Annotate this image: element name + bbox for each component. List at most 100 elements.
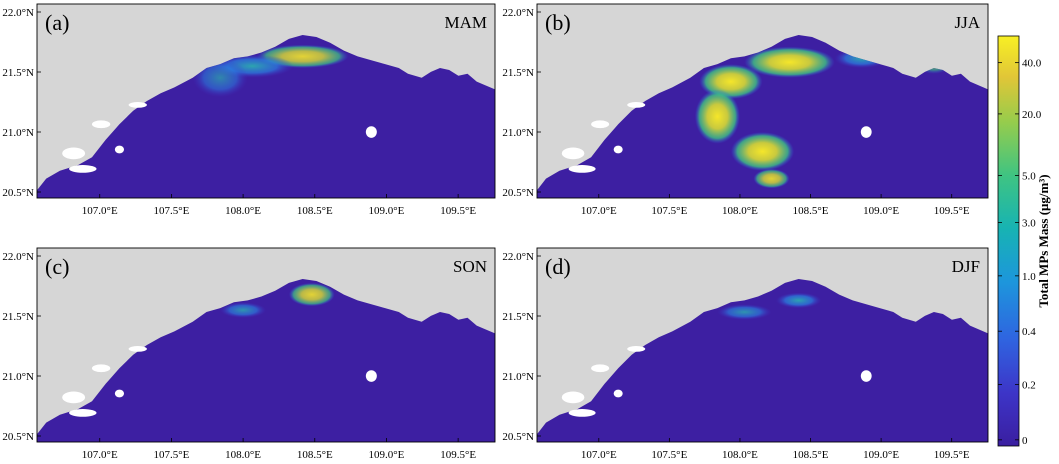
island: [627, 345, 646, 352]
lon-tick-label: 108.5°E: [297, 449, 333, 461]
panel-label: (a): [45, 10, 69, 35]
island: [561, 391, 585, 404]
island: [91, 120, 111, 129]
lat-tick-label: 21.5°N: [502, 67, 534, 79]
island: [69, 165, 97, 173]
lon-tick-label: 109.5°E: [440, 449, 476, 461]
lon-tick-label: 108.0°E: [722, 449, 758, 461]
lon-tick-label: 107.5°E: [651, 449, 687, 461]
colorbar-tick-label: 40.0: [1022, 58, 1042, 70]
lon-tick-label: 107.0°E: [82, 205, 118, 217]
lon-tick-label: 107.5°E: [153, 449, 189, 461]
island: [860, 126, 872, 138]
concentration-plume: [753, 168, 790, 189]
island: [69, 409, 97, 417]
colorbar-tick-label: 0.4: [1022, 326, 1036, 338]
sea-area: [537, 35, 988, 198]
island: [591, 120, 610, 129]
colorbar-tick-label: 0: [1022, 435, 1028, 447]
lon-tick-label: 108.5°E: [793, 449, 829, 461]
island: [365, 370, 377, 382]
island: [91, 364, 111, 373]
colorbar-ticks: 40.0 20.0 5.0 3.0 1.0 0.4 0.2 0: [998, 58, 1042, 447]
lon-tick-label: 108.5°E: [297, 205, 333, 217]
lon-tick-label: 107.0°E: [581, 449, 617, 461]
lat-tick-label: 22.0°N: [2, 7, 34, 19]
island: [114, 145, 125, 154]
lon-tick-label: 109.0°E: [369, 205, 405, 217]
sea-area: [37, 279, 495, 442]
lat-tick-label: 20.5°N: [2, 431, 34, 443]
map-panel-c: (c) SON 22.0°N 21.5°N 21.0°N 20.5°N 107.0°E 107…: [2, 247, 496, 461]
lon-tick-label: 109.0°E: [369, 449, 405, 461]
island: [860, 370, 872, 382]
lat-tick-label: 21.0°N: [2, 127, 34, 139]
colorbar-bar: [997, 35, 1020, 447]
sea-area: [37, 35, 495, 198]
season-label: JJA: [954, 13, 980, 32]
panel-label: (c): [45, 254, 69, 279]
lon-tick-label: 109.5°E: [934, 205, 970, 217]
map-panel-d: (d) DJF 22.0°N 21.5°N 21.0°N 20.5°N 107.0°E 107…: [502, 247, 989, 461]
lon-tick-label: 109.5°E: [440, 205, 476, 217]
concentration-plume: [744, 46, 835, 78]
lon-tick-label: 107.0°E: [581, 205, 617, 217]
lon-tick-label: 108.0°E: [225, 449, 261, 461]
lon-tick-label: 108.5°E: [793, 205, 829, 217]
lat-tick-label: 20.5°N: [502, 187, 534, 199]
panels-layer: (a) MAM 22.0°N 21.5°N 21.0°N 20.5°N 107.0°E 107…: [2, 3, 989, 461]
lon-tick-label: 107.0°E: [82, 449, 118, 461]
sea-area: [537, 279, 988, 442]
season-label: MAM: [444, 13, 487, 32]
season-label: DJF: [952, 257, 980, 276]
island: [613, 389, 623, 398]
island: [613, 145, 623, 154]
panel-frame: [536, 247, 989, 443]
concentration-plume: [694, 89, 740, 144]
panel-frame: [36, 3, 496, 199]
island: [62, 147, 86, 160]
lon-tick-label: 109.5°E: [934, 449, 970, 461]
colorbar-tick-label: 0.2: [1022, 380, 1036, 392]
lat-tick-label: 21.5°N: [2, 67, 34, 79]
lat-tick-label: 22.0°N: [2, 251, 34, 263]
lon-tick-label: 107.5°E: [153, 205, 189, 217]
season-label: SON: [453, 257, 487, 276]
lon-tick-label: 107.5°E: [651, 205, 687, 217]
panel-frame: [536, 3, 989, 199]
concentration-plume: [776, 292, 822, 309]
lat-tick-label: 20.5°N: [2, 187, 34, 199]
island: [365, 126, 377, 138]
concentration-plume: [288, 282, 335, 307]
island: [568, 409, 596, 417]
lon-tick-label: 108.0°E: [225, 205, 261, 217]
island: [128, 101, 147, 108]
lat-tick-label: 20.5°N: [502, 431, 534, 443]
lon-tick-label: 108.0°E: [722, 205, 758, 217]
panel-label: (d): [545, 254, 571, 279]
lat-tick-label: 21.5°N: [502, 311, 534, 323]
concentration-plume: [730, 132, 795, 171]
island: [627, 101, 646, 108]
colorbar: 40.0 20.0 5.0 3.0 1.0 0.4 0.2 0 Total MPs Mass …: [997, 35, 1051, 447]
colorbar-tick-label: 3.0: [1022, 218, 1036, 230]
colorbar-tick-label: 5.0: [1022, 170, 1036, 182]
island: [568, 165, 596, 173]
colorbar-label: Total MPs Mass (μg/m³): [1036, 174, 1051, 307]
colorbar-tick-label: 1.0: [1022, 271, 1036, 283]
lat-tick-label: 22.0°N: [502, 251, 534, 263]
concentration-plume: [220, 302, 266, 318]
panel-frame: [36, 247, 496, 443]
map-panel-a: (a) MAM 22.0°N 21.5°N 21.0°N 20.5°N 107.0°E 107…: [2, 3, 496, 217]
panel-label: (b): [545, 10, 571, 35]
map-panel-b: (b) JJA 22.0°N 21.5°N 21.0°N 20.5°N 107.0°E 107…: [502, 3, 989, 217]
island: [591, 364, 610, 373]
lat-tick-label: 21.5°N: [2, 311, 34, 323]
lon-tick-label: 109.0°E: [863, 449, 899, 461]
lat-tick-label: 21.0°N: [2, 371, 34, 383]
island: [561, 147, 585, 160]
island: [114, 389, 125, 398]
colorbar-tick-label: 20.0: [1022, 109, 1042, 121]
lat-tick-label: 22.0°N: [502, 7, 534, 19]
